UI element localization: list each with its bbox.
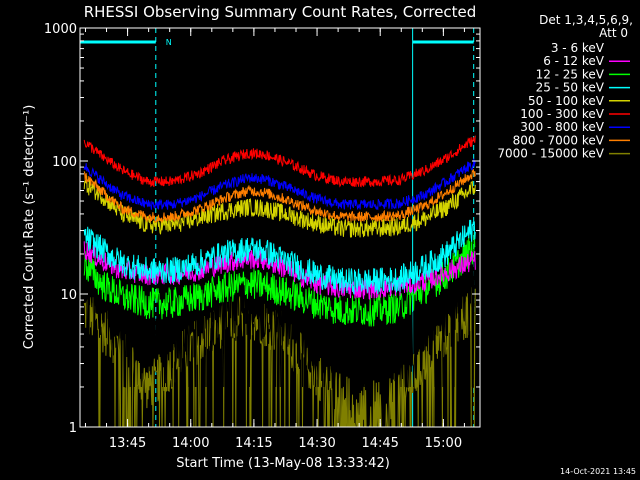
x-tick-label: 14:45 (361, 436, 398, 451)
plot-frame (79, 27, 481, 428)
legend-entry-label: 100 - 300 keV (520, 107, 604, 121)
legend-entry-label: 300 - 800 keV (520, 120, 604, 134)
series-line-3 (83, 219, 476, 295)
series-line-6 (83, 158, 476, 211)
series-line-5 (83, 135, 476, 188)
x-tick-label: 14:30 (298, 436, 335, 451)
legend-entry-label: 3 - 6 keV (551, 41, 605, 55)
legend-entry-label: 7000 - 15000 keV (497, 147, 604, 161)
night-marker-label: N (166, 38, 172, 47)
legend-entry-label: 25 - 50 keV (536, 81, 605, 95)
timestamp: 14-Oct-2021 13:45 (560, 467, 636, 476)
y-tick-label: 1000 (44, 22, 77, 37)
x-tick-label: 15:00 (425, 436, 462, 451)
legend-entry-label: 800 - 7000 keV (513, 133, 605, 147)
series-line-0 (83, 226, 476, 388)
y-tick-label: 100 (52, 155, 77, 170)
legend-entry-label: 6 - 12 keV (543, 54, 605, 68)
legend-header-attenuator: Att 0 (599, 26, 628, 40)
y-tick-label: 10 (60, 288, 77, 303)
x-axis-label: Start Time (13-May-08 13:33:42) (176, 456, 390, 471)
x-tick-label: 14:00 (172, 436, 209, 451)
x-tick-label: 14:15 (235, 436, 272, 451)
series-line-2 (83, 232, 476, 327)
plot-area: N (79, 28, 476, 428)
series-line-4 (83, 175, 476, 238)
series-line-7 (83, 169, 476, 224)
x-axis: 13:45 14:00 14:15 14:30 14:45 15:00 (84, 28, 465, 451)
x-tick-label: 13:45 (109, 436, 146, 451)
legend-entry-label: 50 - 100 keV (528, 94, 605, 108)
y-tick-label: 1 (69, 421, 77, 436)
legend-header-detectors: Det 1,3,4,5,6,9, (539, 13, 633, 27)
y-axis-label: Corrected Count Rate (s⁻¹ detector⁻¹) (22, 105, 37, 350)
chart-title: RHESSI Observing Summary Count Rates, Co… (84, 3, 477, 21)
legend-entry-label: 12 - 25 keV (536, 67, 605, 81)
y-axis: 1 10 100 1000 (44, 22, 480, 436)
